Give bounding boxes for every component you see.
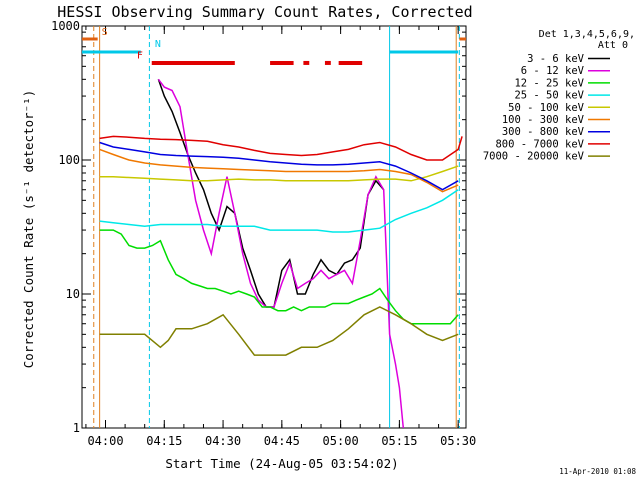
series-line xyxy=(99,189,459,233)
legend-label: 6 - 12 keV xyxy=(521,65,585,77)
x-tick-label: 04:45 xyxy=(264,434,300,448)
y-axis-label: Corrected Count Rate (s⁻¹ detector⁻¹) xyxy=(21,90,36,368)
x-tick-label: 05:15 xyxy=(381,434,417,448)
series-line xyxy=(99,135,463,161)
legend-label: 25 - 50 keV xyxy=(514,90,584,102)
chart-title: HESSI Observing Summary Count Rates, Cor… xyxy=(57,3,472,21)
x-tick-label: 05:00 xyxy=(323,434,359,448)
series-line xyxy=(99,165,459,182)
series-line xyxy=(157,79,385,308)
series-line xyxy=(99,306,459,356)
series-line xyxy=(99,141,459,191)
y-tick-label: 10 xyxy=(66,287,80,301)
legend-header-line-1: Det 1,3,4,5,6,9, xyxy=(539,29,635,40)
series-line xyxy=(99,229,459,325)
legend-label: 3 - 6 keV xyxy=(527,53,585,65)
x-tick-label: 04:00 xyxy=(87,434,123,448)
plot-frame xyxy=(81,25,467,429)
series-line xyxy=(99,148,459,193)
series-line xyxy=(157,78,405,428)
legend-label: 50 - 100 keV xyxy=(508,102,585,114)
legend-label: 12 - 25 keV xyxy=(514,77,584,89)
x-tick-label: 04:15 xyxy=(146,434,182,448)
flag-label: N xyxy=(155,39,161,50)
x-tick-label: 05:30 xyxy=(440,434,476,448)
legend-header-line-2: Att 0 xyxy=(598,40,628,51)
legend-label: 100 - 300 keV xyxy=(502,114,585,126)
y-tick-label: 1000 xyxy=(51,19,80,33)
plot-area: 1 10 100 1000 04:00 04:15 04:30 04:45 05:00 05:15… xyxy=(51,19,476,448)
footer-timestamp: 11-Apr-2010 01:08 xyxy=(559,467,636,476)
x-tick-label: 04:30 xyxy=(205,434,241,448)
y-tick-label: 100 xyxy=(58,153,80,167)
legend-label: 800 - 7000 keV xyxy=(495,138,584,150)
legend-label: 7000 - 20000 keV xyxy=(483,151,585,163)
flag-label: S xyxy=(102,27,108,38)
flag-label: F xyxy=(137,51,143,62)
legend-label: 300 - 800 keV xyxy=(502,126,585,138)
y-tick-label: 1 xyxy=(73,421,80,435)
x-axis-label: Start Time (24-Aug-05 03:54:02) xyxy=(165,456,398,471)
series-group xyxy=(99,78,463,428)
